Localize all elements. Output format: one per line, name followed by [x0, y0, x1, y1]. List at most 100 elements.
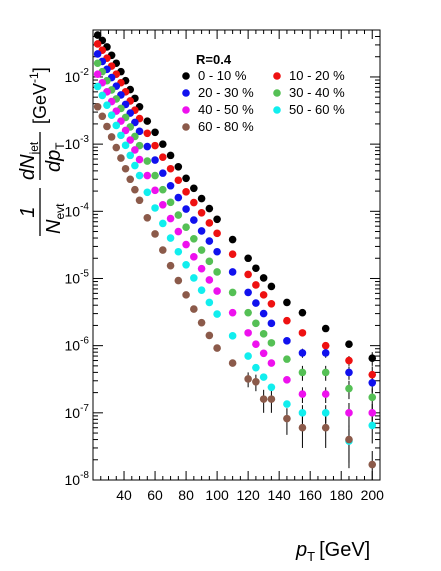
data-point	[228, 308, 237, 317]
data-point	[151, 141, 159, 150]
data-point	[166, 214, 175, 223]
data-point	[368, 370, 377, 379]
y-tick-label: 10-6	[65, 336, 90, 354]
x-tick-label: 40	[116, 487, 132, 503]
data-point	[228, 250, 237, 258]
legend-title: R=0.4	[196, 52, 232, 67]
data-point	[298, 423, 307, 432]
data-point	[259, 373, 268, 381]
data-point	[213, 215, 221, 224]
data-point	[190, 274, 198, 282]
data-point	[368, 354, 377, 363]
legend-label: 40 - 50 %	[198, 102, 254, 117]
data-point	[321, 409, 330, 417]
legend-marker	[182, 72, 190, 80]
y-tick-label: 10-4	[65, 201, 90, 219]
y-tick-labels: 10-8 10-7 10-6 10-5 10-4 10-3 10-2	[65, 67, 90, 488]
data-point	[159, 219, 167, 228]
data-point	[267, 359, 276, 367]
data-point	[151, 156, 159, 164]
data-point	[93, 59, 102, 68]
data-point	[267, 282, 276, 291]
data-point	[321, 423, 330, 432]
legend-label: 60 - 80 %	[198, 119, 254, 134]
data-point	[252, 281, 260, 289]
data-point	[283, 400, 291, 408]
data-point	[298, 349, 307, 357]
data-point	[205, 298, 214, 307]
data-point	[368, 378, 377, 387]
data-point	[159, 200, 167, 209]
data-point	[252, 363, 260, 372]
data-point	[174, 247, 183, 256]
data-point	[143, 117, 152, 125]
data-point	[205, 237, 214, 245]
data-point	[228, 235, 237, 244]
data-point	[197, 246, 206, 254]
y-axis-title: 1 Nevt dNjet dpT [GeV-1]	[17, 67, 67, 236]
data-point	[166, 151, 175, 160]
data-point	[93, 50, 102, 58]
data-point	[259, 330, 268, 338]
x-axis-unit: [GeV]	[319, 539, 370, 561]
x-tick-label: 160	[299, 487, 323, 503]
y-title-dn: dNjet	[17, 141, 41, 180]
data-point	[213, 287, 221, 295]
data-point	[174, 227, 183, 236]
data-point	[126, 151, 135, 160]
data-point	[298, 409, 307, 417]
data-point	[103, 122, 111, 131]
data-point	[368, 460, 377, 469]
y-title-one: 1	[17, 206, 39, 217]
data-point	[143, 129, 152, 138]
data-point	[143, 171, 152, 180]
data-point	[197, 286, 206, 294]
data-point	[151, 230, 159, 238]
data-point	[166, 181, 175, 190]
data-point	[252, 264, 260, 273]
data-point	[267, 395, 276, 403]
data-point	[259, 349, 268, 358]
data-point	[345, 435, 353, 444]
data-point	[244, 288, 252, 297]
data-point	[151, 171, 159, 180]
data-point	[368, 393, 377, 402]
y-tick-label: 10-8	[65, 470, 90, 488]
data-point	[267, 339, 276, 347]
data-point	[205, 219, 214, 227]
legend-marker	[273, 106, 281, 114]
data-point	[205, 276, 214, 284]
data-point	[244, 352, 252, 360]
data-point	[131, 161, 139, 170]
data-point	[121, 126, 130, 135]
data-point	[197, 264, 206, 273]
data-point	[252, 299, 260, 307]
data-point	[228, 359, 237, 367]
data-point	[213, 229, 221, 238]
data-point	[93, 82, 102, 91]
data-point	[267, 319, 276, 328]
data-point	[244, 329, 252, 337]
data-point	[135, 196, 144, 205]
data-point	[190, 198, 198, 207]
data-point	[205, 331, 214, 340]
data-point	[244, 254, 252, 263]
data-point	[197, 194, 206, 203]
data-point	[93, 70, 102, 78]
data-point	[197, 318, 206, 327]
data-point	[213, 344, 221, 352]
data-point	[259, 309, 268, 318]
data-point	[174, 162, 183, 171]
data-point	[182, 188, 190, 196]
x-tick-labels: 40 60 80 100 120 140 160 180 200	[116, 487, 384, 503]
data-point	[244, 375, 252, 383]
data-point	[174, 176, 183, 185]
data-point	[143, 214, 152, 222]
data-point	[182, 205, 190, 213]
data-point	[368, 421, 377, 430]
data-point	[131, 146, 139, 154]
data-point	[283, 316, 291, 325]
plot-frame	[92, 29, 381, 481]
x-axis-var: p	[295, 539, 307, 561]
